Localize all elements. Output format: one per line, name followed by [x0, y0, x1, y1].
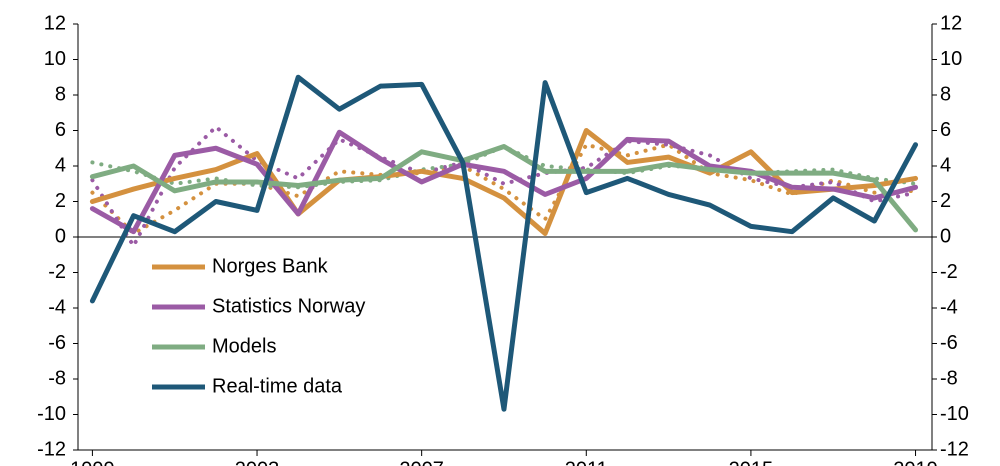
y2-tick-label: -10 [940, 403, 969, 425]
y2-tick-label: 4 [940, 154, 951, 176]
y2-tick-label: -8 [940, 367, 958, 389]
y2-tick-label: 2 [940, 190, 951, 212]
y-tick-label: 6 [55, 119, 66, 141]
line [89, 143, 919, 233]
y-tick-label: 12 [44, 12, 66, 34]
x-tick-label: 1999 [70, 458, 115, 466]
y-tick-label: 4 [55, 154, 66, 176]
y-tick-label: -6 [48, 332, 66, 354]
y2-tick-label: 10 [940, 48, 962, 70]
y-tick-label: -12 [37, 438, 66, 460]
legend-label: Models [212, 335, 276, 357]
legend-label: Norges Bank [212, 255, 329, 277]
x-tick-label: 2003 [235, 458, 280, 466]
x-tick-label: 2015 [729, 458, 774, 466]
x-tick-label: 2007 [399, 458, 444, 466]
y2-tick-label: 8 [940, 83, 951, 105]
y-tick-label: -10 [37, 403, 66, 425]
y2-tick-label: 12 [940, 12, 962, 34]
legend-label: Statistics Norway [212, 295, 365, 317]
y-tick-label: -8 [48, 367, 66, 389]
y2-tick-label: -4 [940, 296, 958, 318]
y2-tick-label: -12 [940, 438, 969, 460]
y-tick-label: 2 [55, 190, 66, 212]
y2-tick-label: -6 [940, 332, 958, 354]
y-tick-label: 0 [55, 225, 66, 247]
y-tick-label: -2 [48, 261, 66, 283]
line [89, 128, 919, 236]
line [89, 74, 919, 412]
dotted-line [90, 124, 918, 248]
line [89, 129, 919, 235]
y-tick-label: 8 [55, 83, 66, 105]
x-tick-label: 2011 [565, 458, 608, 466]
y-tick-label: 10 [44, 48, 66, 70]
x-tick-label: 2019 [893, 458, 938, 466]
legend-label: Real-time data [212, 375, 343, 397]
y2-tick-label: 0 [940, 225, 951, 247]
dotted-line [90, 142, 918, 236]
y2-tick-label: -2 [940, 261, 958, 283]
y-tick-label: -4 [48, 296, 66, 318]
y2-tick-label: 6 [940, 119, 951, 141]
